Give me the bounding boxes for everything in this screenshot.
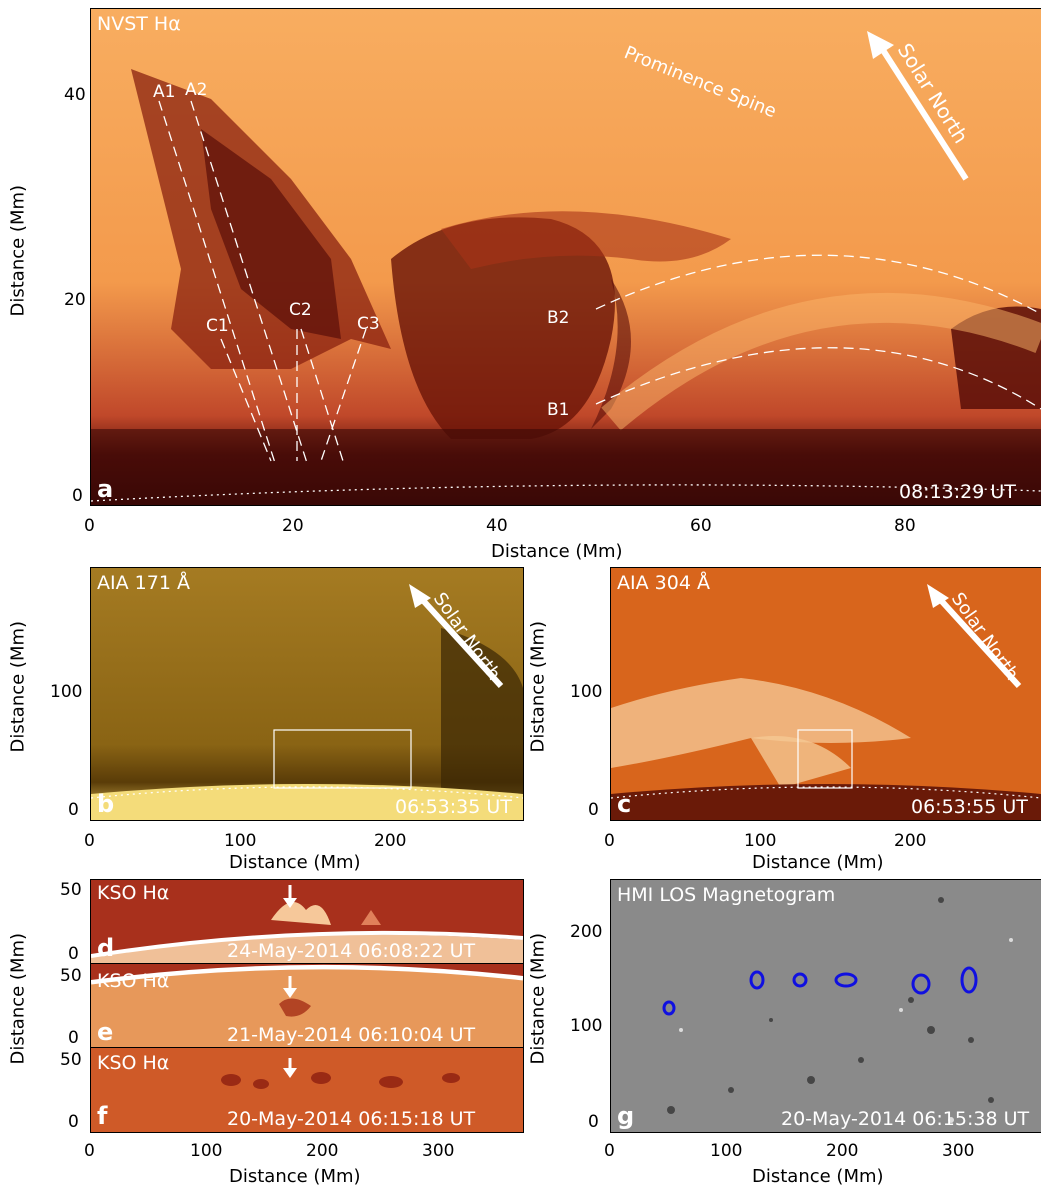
panel-f-letter: f [97, 1102, 108, 1130]
g-xlabel: Distance (Mm) [752, 1166, 884, 1187]
label-b1: B1 [547, 400, 569, 420]
panel-f-kso-image: KSO Hα f 20-May-2014 06:15:18 UT [90, 1047, 524, 1133]
a-xtick-80: 80 [894, 516, 916, 536]
f-ytick-0: 0 [68, 1112, 79, 1132]
panel-d-time: 24-May-2014 06:08:22 UT [227, 940, 476, 962]
a-ytick-20: 20 [64, 290, 86, 310]
a-xtick-60: 60 [690, 516, 712, 536]
panel-f-title: KSO Hα [97, 1052, 170, 1074]
c-ylabel: Distance (Mm) [527, 620, 549, 753]
panel-a-title: NVST Hα [97, 13, 181, 35]
g-xtick-200: 200 [826, 1141, 859, 1161]
c-xtick-200: 200 [894, 831, 927, 851]
c-ytick-0: 0 [588, 800, 599, 820]
a-xtick-40: 40 [486, 516, 508, 536]
label-c1: C1 [206, 316, 229, 336]
def-xtick-200: 200 [306, 1141, 339, 1161]
panel-e-time: 21-May-2014 06:10:04 UT [227, 1024, 476, 1046]
nvst-halpha-image: A1 A2 C1 C2 C3 B2 B1 Prominence Spine So… [91, 9, 1041, 505]
g-xtick-100: 100 [710, 1141, 743, 1161]
kso-e-image [91, 964, 523, 1047]
b-xtick-0: 0 [84, 831, 95, 851]
panel-d-kso-image: KSO Hα d 24-May-2014 06:08:22 UT [90, 879, 524, 964]
panel-g-letter: g [617, 1102, 635, 1130]
def-xlabel: Distance (Mm) [229, 1166, 361, 1187]
d-ytick-0: 0 [68, 944, 79, 964]
g-ytick-200: 200 [570, 922, 603, 942]
panel-a-time: 08:13:29 UT [899, 481, 1016, 503]
d-ytick-50: 50 [60, 880, 82, 900]
f-ytick-50: 50 [60, 1050, 82, 1070]
a-ytick-40: 40 [64, 85, 86, 105]
panel-a-letter: a [97, 475, 114, 503]
b-xlabel: Distance (Mm) [229, 852, 361, 873]
hmi-magnetogram-image [611, 880, 1041, 1132]
a-xtick-20: 20 [282, 516, 304, 536]
panel-b-letter: b [97, 790, 115, 818]
panel-c-aia304-image: Solar North AIA 304 Å c 06:53:55 UT [610, 567, 1041, 821]
panel-d-letter: d [97, 934, 115, 962]
label-c3: C3 [357, 314, 380, 334]
e-ytick-50: 50 [60, 966, 82, 986]
panel-g-title: HMI LOS Magnetogram [617, 884, 836, 906]
c-xlabel: Distance (Mm) [752, 852, 884, 873]
panel-e-kso-image: KSO Hα e 21-May-2014 06:10:04 UT [90, 963, 524, 1048]
kso-d-image [91, 880, 523, 963]
c-ytick-100: 100 [570, 682, 603, 702]
panel-e-letter: e [97, 1018, 114, 1046]
g-ytick-0: 0 [588, 1112, 599, 1132]
panel-b-title: AIA 171 Å [97, 572, 190, 594]
panel-c-letter: c [617, 790, 632, 818]
label-a1: A1 [153, 82, 175, 102]
a-ylabel: Distance (Mm) [7, 184, 29, 317]
panel-g-hmi-image: HMI LOS Magnetogram g 20-May-2014 06:15:… [610, 879, 1041, 1133]
panel-g-time: 20-May-2014 06:15:38 UT [781, 1108, 1030, 1130]
def-ylabel: Distance (Mm) [7, 932, 29, 1065]
panel-f-time: 20-May-2014 06:15:18 UT [227, 1108, 476, 1130]
def-xtick-0: 0 [84, 1141, 95, 1161]
panel-a-nvst-image: A1 A2 C1 C2 C3 B2 B1 Prominence Spine So… [90, 8, 1041, 506]
label-b2: B2 [547, 308, 569, 328]
panel-c-title: AIA 304 Å [617, 572, 710, 594]
panel-e-title: KSO Hα [97, 970, 170, 992]
g-xtick-300: 300 [942, 1141, 975, 1161]
panel-b-aia171-image: Solar North AIA 171 Å b 06:53:35 UT [90, 567, 524, 821]
c-xtick-100: 100 [744, 831, 777, 851]
g-ytick-100: 100 [570, 1016, 603, 1036]
a-xtick-0: 0 [84, 516, 95, 536]
c-xtick-0: 0 [604, 831, 615, 851]
b-ytick-100: 100 [50, 682, 83, 702]
b-xtick-100: 100 [224, 831, 257, 851]
def-xtick-100: 100 [190, 1141, 223, 1161]
g-xtick-0: 0 [604, 1141, 615, 1161]
aia304-image: Solar North [611, 568, 1041, 820]
panel-d-title: KSO Hα [97, 882, 170, 904]
aia171-image: Solar North [91, 568, 523, 820]
panel-b-time: 06:53:35 UT [395, 796, 512, 818]
b-xtick-200: 200 [374, 831, 407, 851]
g-ylabel: Distance (Mm) [527, 932, 549, 1065]
panel-c-time: 06:53:55 UT [911, 796, 1028, 818]
label-c2: C2 [289, 300, 312, 320]
def-xtick-300: 300 [422, 1141, 455, 1161]
b-ylabel: Distance (Mm) [7, 620, 29, 753]
b-ytick-0: 0 [68, 800, 79, 820]
a-xlabel: Distance (Mm) [491, 541, 623, 562]
a-ytick-0: 0 [72, 486, 83, 506]
label-a2: A2 [185, 80, 207, 100]
kso-f-image [91, 1048, 523, 1132]
e-ytick-0: 0 [68, 1028, 79, 1048]
